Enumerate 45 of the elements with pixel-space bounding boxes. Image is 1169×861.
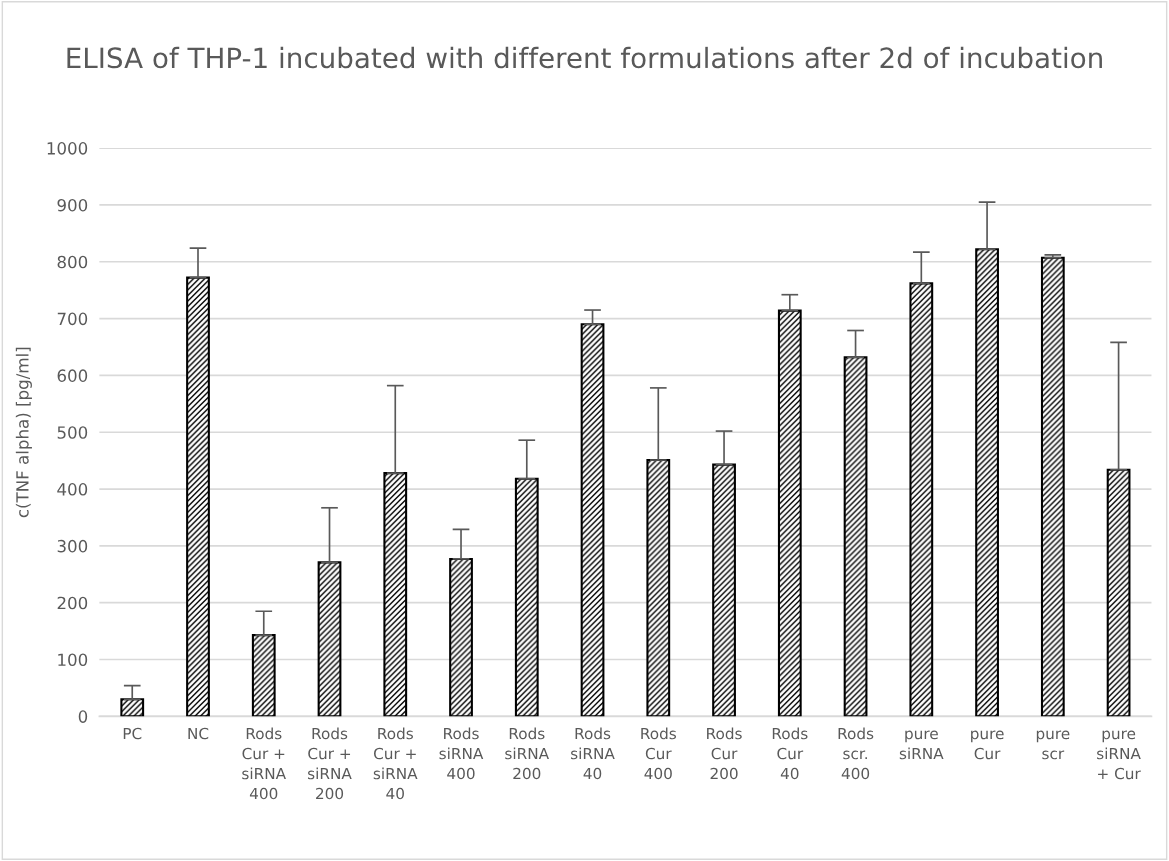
bar — [646, 459, 671, 717]
chart-title: ELISA of THP-1 incubated with different formulations after 2d of incubation — [67, 46, 1102, 69]
x-tick-label: Rods Cur 40 — [772, 727, 808, 780]
y-tick-label: 600 — [57, 369, 88, 382]
x-tick-label: Rods Cur 400 — [641, 727, 677, 780]
x-tick-label: NC — [188, 727, 209, 740]
y-tick-label: 200 — [57, 596, 88, 610]
x-tick-label: Rods siRNA 40 — [571, 727, 615, 780]
y-axis-title: c(TNF alpha) [pg/ml] — [15, 347, 32, 518]
bar — [843, 356, 868, 717]
x-tick-label: pure siRNA — [899, 730, 944, 760]
y-tick-label: 1000 — [47, 142, 88, 155]
bar — [317, 561, 342, 717]
y-tick-label: 700 — [57, 312, 88, 326]
y-tick-label: 300 — [57, 539, 88, 553]
bar — [251, 634, 276, 717]
x-tick-label: Rods siRNA 200 — [505, 727, 549, 780]
x-tick-label: Rods Cur + siRNA 400 — [242, 727, 286, 800]
x-tick-label: Rods Cur 200 — [707, 727, 742, 780]
bar — [1040, 256, 1065, 717]
x-tick-label: Rods scr. 400 — [838, 727, 874, 780]
bar — [514, 477, 539, 717]
bar — [449, 557, 473, 717]
x-tick-label: Rods Cur + siRNA 40 — [373, 727, 418, 800]
bar — [909, 282, 934, 717]
x-tick-label: PC — [123, 727, 142, 740]
bar — [186, 276, 210, 717]
bar — [580, 323, 605, 717]
x-tick-label: pure siRNA + Cur — [1097, 730, 1141, 780]
x-tick-label: Rods Cur + siRNA 200 — [307, 727, 352, 800]
bar — [1106, 468, 1131, 717]
bar — [383, 472, 408, 717]
x-tick-label: pure Cur — [971, 730, 1004, 760]
bar — [777, 309, 802, 717]
y-tick-label: 0 — [78, 710, 88, 723]
bar — [712, 463, 736, 717]
bar — [975, 248, 999, 717]
x-tick-label: Rods siRNA 400 — [439, 727, 484, 780]
bar — [120, 698, 145, 717]
y-tick-label: 100 — [58, 653, 88, 667]
x-tick-label: pure scr — [1036, 730, 1070, 760]
y-tick-label: 400 — [57, 483, 88, 496]
y-tick-label: 900 — [57, 198, 88, 212]
y-tick-label: 800 — [57, 255, 88, 269]
y-tick-label: 500 — [57, 426, 88, 439]
